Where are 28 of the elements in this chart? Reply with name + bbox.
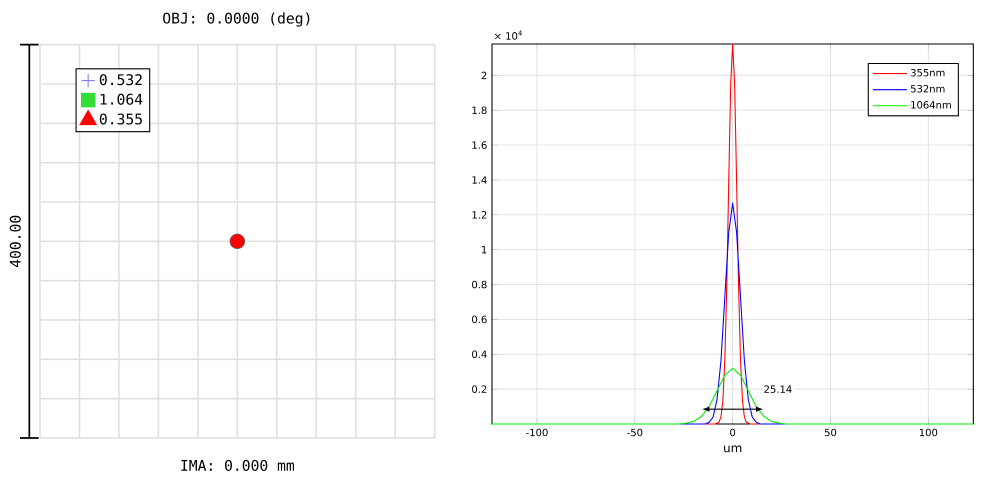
text: × 10$^{4}$ [494,30,522,40]
y-tick-label: 1.2 [472,211,486,219]
legend-label: 532nm [910,84,944,93]
y-tick-label: 0.4 [472,350,487,358]
text: 400.00 [10,216,21,268]
x-tick-label: 50 [824,428,836,436]
y-tick-label: 0.2 [472,385,486,393]
y-tick-label: 1.4 [472,176,487,184]
y-tick-label: 1.8 [472,106,487,114]
text: OBJ: 0.0000 (deg) [163,12,310,27]
legend-label: 0.532 [100,74,142,86]
legend-label: 1064nm [911,101,951,109]
x-tick-label: 100 [920,428,938,436]
x-tick-label: -100 [526,428,548,436]
line-series [491,368,974,425]
legend-label: 355nm [910,68,944,76]
y-tick-label: 0.8 [472,280,487,288]
x-tick-label: 0 [730,428,736,436]
y-tick-label: 0.6 [472,316,487,324]
legend-label: 1.064 [100,94,142,105]
legend-label: 0.355 [100,113,142,125]
text: IMA: 0.000 mm [181,460,294,471]
x-axis-title: um [724,445,742,452]
annotation: 25.14 [764,385,792,393]
y-tick-label: 2 [482,72,486,80]
x-tick-label: -50 [627,428,642,436]
y-tick-label: 1.6 [472,141,487,149]
y-tick-label: 1 [482,246,486,254]
